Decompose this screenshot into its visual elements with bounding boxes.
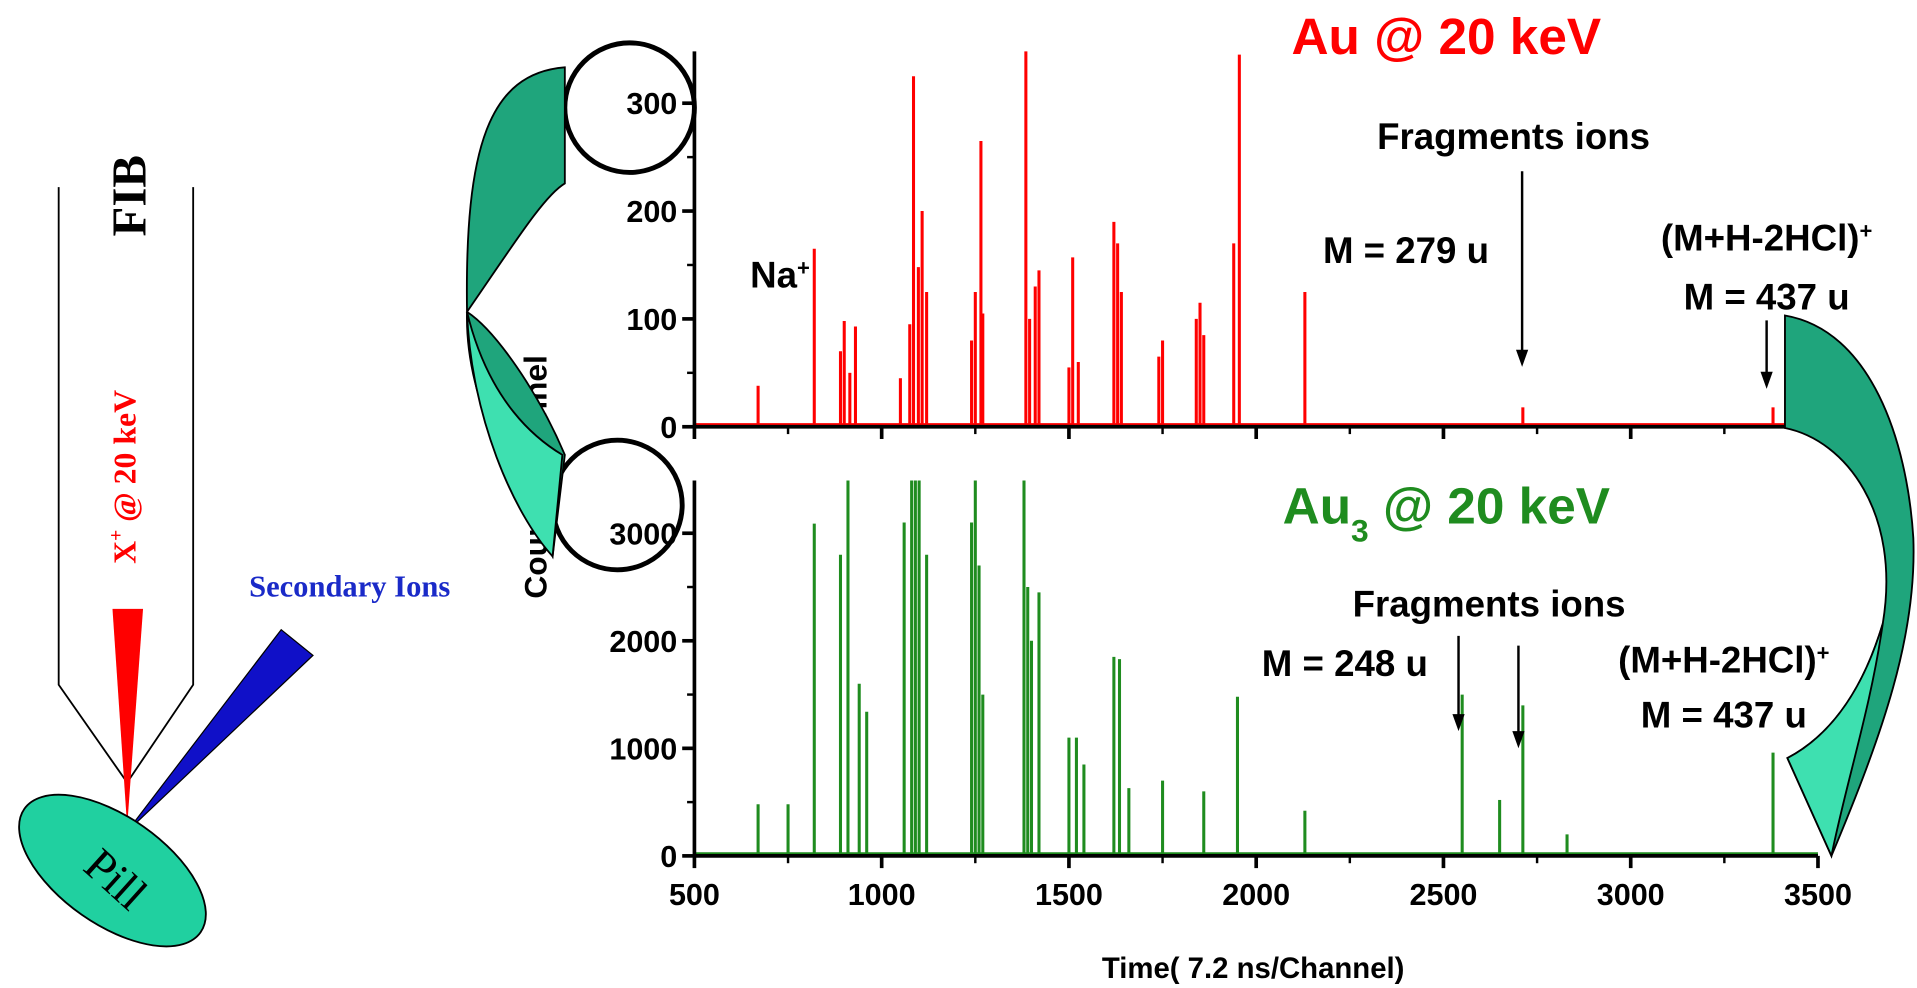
annotation-text: M = 279 u: [1323, 230, 1489, 271]
x-tick-label: 3000: [1597, 878, 1665, 912]
title-text: Au @ 20 keV: [1291, 8, 1601, 65]
annotation: Na+: [750, 254, 810, 295]
y-tick-label: 0: [660, 840, 677, 874]
annotation: M = 248 u: [1262, 643, 1428, 684]
secondary-beam: [126, 628, 314, 832]
title-subscript: 3: [1351, 512, 1369, 548]
pill: [18, 793, 207, 948]
annotation-sup: +: [1859, 218, 1872, 243]
annotation-sup: +: [797, 255, 810, 280]
x-tick-label: 2000: [1222, 878, 1290, 912]
pointer-arrow-head: [1760, 371, 1773, 389]
curved-arrow-right-head: [1786, 623, 1884, 859]
annotation-text: M = 437 u: [1684, 276, 1850, 317]
panel-title: Au3 @ 20 keV: [1283, 477, 1610, 548]
x-tick-label: 2500: [1409, 878, 1477, 912]
annotation: M = 279 u: [1323, 230, 1489, 271]
secondary-label: Secondary Ions: [249, 569, 450, 603]
y-tick-label: 0: [660, 411, 677, 445]
panel-title: Au @ 20 keV: [1291, 8, 1601, 65]
annotation: (M+H-2HCl)+: [1618, 639, 1829, 680]
pointer-arrow-head: [1515, 349, 1529, 367]
title-suffix: @ 20 keV: [1369, 477, 1610, 534]
annotation: Fragments ions: [1377, 116, 1650, 157]
curved-arrow-right: [1784, 314, 1915, 859]
primary-energy: @ 20 keV: [108, 390, 143, 530]
title-text: Au: [1283, 477, 1351, 534]
y-tick-label: 3000: [609, 517, 677, 551]
annotation-text: Fragments ions: [1377, 116, 1650, 157]
x-tick-label: 3500: [1784, 878, 1852, 912]
pointer-arrow-head: [1452, 714, 1465, 732]
annotation-text: Fragments ions: [1353, 583, 1626, 624]
fib-diagram: FIB X+ @ 20 keV Secondary Ions Pill: [18, 155, 450, 948]
annotation: M = 437 u: [1684, 276, 1850, 317]
annotation-text: (M+H-2HCl): [1661, 218, 1860, 259]
curved-arrow-left-head: [466, 311, 564, 559]
annotation-sup: +: [1817, 640, 1830, 665]
annotation: M = 437 u: [1641, 695, 1807, 736]
x-tick-label: 500: [669, 878, 720, 912]
x-tick-label: 1500: [1035, 878, 1103, 912]
y-tick-label: 200: [626, 195, 677, 229]
primary-label: X+ @ 20 keV: [106, 390, 142, 564]
beam-label: FIB: [102, 155, 157, 237]
annotation-text: Na: [750, 254, 797, 295]
annotation: (M+H-2HCl)+: [1661, 218, 1872, 259]
annotation: Fragments ions: [1353, 583, 1626, 624]
annotation-text: (M+H-2HCl): [1618, 639, 1817, 680]
y-tick-label: 1000: [609, 732, 677, 766]
annotation-text: M = 248 u: [1262, 643, 1428, 684]
primary-ion: X: [108, 541, 143, 564]
annotation-text: M = 437 u: [1641, 695, 1807, 736]
x-tick-label: 1000: [848, 878, 916, 912]
pointer-arrow-head: [1512, 731, 1525, 749]
primary-charge: +: [106, 530, 127, 541]
y-tick-label: 300: [626, 87, 677, 121]
x-axis-label: Time( 7.2 ns/Channel): [1102, 952, 1405, 985]
y-tick-label: 2000: [609, 625, 677, 659]
y-tick-label: 100: [626, 303, 677, 337]
primary-beam: [112, 608, 144, 827]
